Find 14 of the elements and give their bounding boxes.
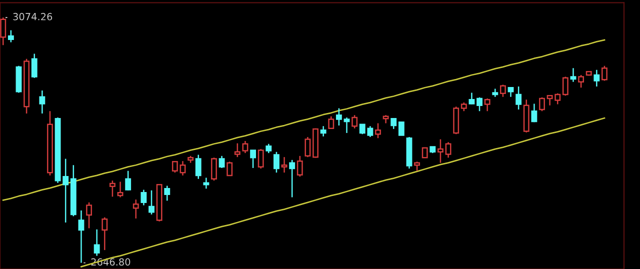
candlestick bbox=[94, 228, 100, 256]
candlestick bbox=[492, 88, 498, 98]
candlestick bbox=[195, 154, 202, 180]
candlestick bbox=[203, 177, 210, 190]
candlestick bbox=[117, 181, 124, 198]
candlestick bbox=[180, 160, 186, 176]
candlestick bbox=[438, 138, 444, 164]
candlestick bbox=[281, 156, 288, 174]
candlestick bbox=[320, 125, 326, 138]
candlestick bbox=[570, 67, 576, 83]
candlestick bbox=[39, 90, 46, 114]
annotation: 3074.26 bbox=[13, 12, 52, 20]
candlestick bbox=[594, 69, 600, 88]
candlestick bbox=[78, 210, 84, 264]
